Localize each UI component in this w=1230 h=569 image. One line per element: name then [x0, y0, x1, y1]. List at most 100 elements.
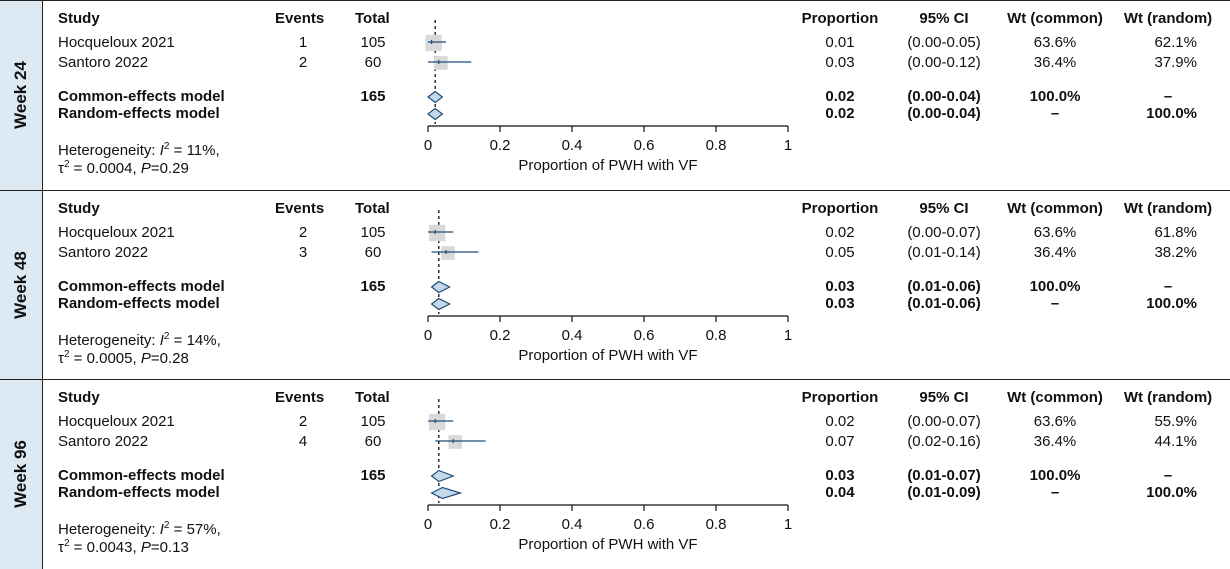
x-axis-tick-label: 0.8 [706, 137, 727, 154]
heterogeneity-line-1: Heterogeneity: I2 = 57%, [58, 520, 221, 539]
heterogeneity-line-2: τ2 = 0.0005, P=0.28 [58, 350, 189, 368]
header-wt-random: Wt (random) [1123, 389, 1213, 406]
x-axis-tick-label: 1 [784, 137, 792, 154]
study-name: Hocqueloux 2021 [58, 413, 175, 430]
tau2-value: 0.0004 [86, 160, 133, 177]
study-events: 2 [298, 224, 308, 241]
random-model-wt-common: – [1050, 295, 1060, 312]
equals-sign: = [69, 160, 87, 177]
x-axis-tick-label: 0.6 [634, 137, 655, 154]
comma: , [216, 521, 221, 538]
panel-label: Week 96 [11, 440, 30, 508]
panel-divider [0, 379, 1230, 380]
study-name: Santoro 2022 [58, 244, 149, 261]
study-wt-random: 55.9% [1154, 413, 1197, 430]
panel-week-48: Week 48 Study Events Total Proportion 95% CI W… [0, 190, 1230, 380]
tau-exponent: 2 [63, 159, 70, 170]
p-value: 0.13 [159, 539, 189, 556]
study-weight-box [448, 435, 463, 449]
header-events: Events [275, 389, 325, 406]
common-model-name: Common-effects model [58, 88, 225, 105]
header-events: Events [275, 200, 325, 217]
x-axis-tick-label: 0.8 [706, 516, 727, 533]
header-total: Total [355, 10, 390, 27]
common-model-ci: (0.01-0.06) [907, 278, 981, 295]
header-total: Total [355, 389, 390, 406]
tau-symbol: τ [58, 539, 64, 556]
equals-sign: = [150, 539, 160, 556]
x-axis-tick-label: 1 [784, 327, 792, 344]
common-model-name: Common-effects model [58, 467, 225, 484]
equals-sign: = [69, 350, 87, 367]
header-events: Events [275, 10, 325, 27]
common-model-wt-random: – [1163, 467, 1173, 484]
i2-value: 57% [186, 521, 217, 538]
common-model-wt-common: 100.0% [1029, 88, 1081, 105]
common-model-wt-common: 100.0% [1029, 467, 1081, 484]
header-wt-random: Wt (random) [1123, 200, 1213, 217]
study-proportion: 0.03 [825, 54, 855, 71]
study-wt-common: 63.6% [1033, 413, 1077, 430]
common-effects-diamond [427, 90, 444, 104]
study-weight-box [429, 413, 446, 431]
x-axis-tick-label: 0 [424, 327, 432, 344]
equals-sign: = [169, 332, 187, 349]
tau2-value: 0.0043 [86, 539, 133, 556]
equals-sign: = [150, 350, 160, 367]
common-model-ci: (0.00-0.04) [907, 88, 981, 105]
study-name: Santoro 2022 [58, 433, 149, 450]
i2-exponent: 2 [163, 141, 170, 152]
common-model-wt-common: 100.0% [1029, 278, 1081, 295]
comma: , [132, 160, 141, 177]
panel-label: Week 24 [11, 61, 30, 129]
x-axis-tick-label: 0.6 [634, 516, 655, 533]
i2-exponent: 2 [163, 520, 170, 531]
random-effects-diamond [430, 297, 451, 311]
random-model-wt-common: – [1050, 105, 1060, 122]
random-model-wt-random: 100.0% [1146, 484, 1197, 501]
header-wt-common: Wt (common) [1007, 389, 1103, 406]
tau-symbol: τ [58, 350, 64, 367]
panel-label: Week 48 [11, 251, 30, 319]
x-axis-label: Proportion of PWH with VF [518, 157, 697, 174]
study-name: Santoro 2022 [58, 54, 149, 71]
study-proportion: 0.07 [825, 433, 855, 450]
study-wt-random: 44.1% [1154, 433, 1197, 450]
p-value: 0.29 [159, 160, 189, 177]
panel-divider [0, 0, 1230, 1]
x-axis-label: Proportion of PWH with VF [518, 536, 697, 553]
random-model-name: Random-effects model [58, 105, 220, 122]
study-proportion: 0.02 [825, 413, 855, 430]
random-model-ci: (0.01-0.06) [907, 295, 981, 312]
heterogeneity-line-2: τ2 = 0.0004, P=0.29 [58, 159, 189, 178]
equals-sign: = [150, 160, 160, 177]
x-axis-tick-label: 0.4 [562, 516, 583, 533]
x-axis-tick-label: 0.2 [490, 516, 511, 533]
study-events: 3 [298, 244, 308, 261]
header-wt-random: Wt (random) [1123, 10, 1213, 27]
equals-sign: = [169, 142, 187, 159]
study-weight-box [441, 246, 455, 260]
random-effects-diamond [430, 486, 463, 500]
panel-side-band: Week 96 [0, 379, 43, 569]
header-total: Total [355, 200, 390, 217]
x-axis-tick-label: 0.4 [562, 327, 583, 344]
p-value: 0.28 [159, 350, 189, 367]
random-model-ci: (0.00-0.04) [907, 105, 981, 122]
header-study: Study [58, 389, 100, 406]
common-model-wt-random: – [1163, 88, 1173, 105]
header-proportion: Proportion [801, 10, 879, 27]
study-ci: (0.00-0.12) [907, 54, 981, 71]
comma: , [132, 539, 141, 556]
comma: , [216, 332, 221, 349]
study-proportion: 0.02 [825, 224, 855, 241]
study-wt-common: 63.6% [1033, 34, 1077, 51]
study-events: 2 [298, 413, 308, 430]
random-model-wt-random: 100.0% [1146, 105, 1197, 122]
p-symbol: P [140, 539, 151, 556]
forest-plot-area: 0 0.2 0.4 0.6 0.8 1 Proportion of PWH with VF [424, 399, 792, 553]
header-proportion: Proportion [801, 389, 879, 406]
study-wt-common: 36.4% [1033, 244, 1077, 261]
study-events: 1 [298, 34, 308, 51]
random-model-wt-random: 100.0% [1146, 295, 1197, 312]
